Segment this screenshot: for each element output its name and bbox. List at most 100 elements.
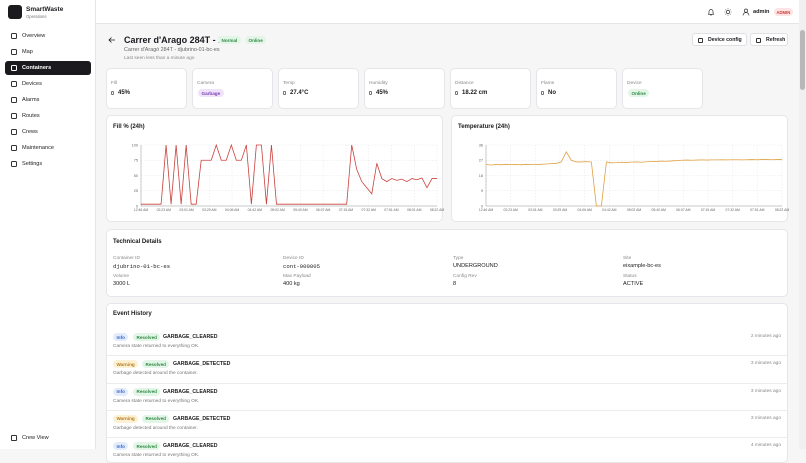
y-tick-label: 0: [481, 204, 483, 208]
bell-icon[interactable]: [707, 8, 715, 16]
stat-label: Camera: [197, 81, 215, 86]
topbar: [96, 0, 799, 24]
field-label: Max Payload: [283, 274, 311, 279]
x-tick-label: 07:51 AM: [384, 208, 399, 212]
x-tick-label: 05:02 AM: [627, 208, 642, 212]
stat-card: Fill 45%: [106, 68, 187, 109]
status-badge: Normal: [218, 36, 241, 44]
nav-item[interactable]: Map: [5, 45, 91, 59]
user-name: admin: [753, 9, 770, 15]
x-tick-label: 04:42 AM: [602, 208, 617, 212]
separator: [107, 437, 787, 439]
event-time: 4 minutes ago: [750, 443, 781, 449]
stat-icon: [369, 91, 372, 95]
nav-label: Devices: [22, 80, 42, 87]
chart-card: Temperature (24h) 0 9 18 27 36 12:46 AM 02:23 A…: [451, 115, 789, 222]
nav-item[interactable]: Containers: [5, 61, 91, 75]
event-description: Camera state returned to everything OK.: [113, 344, 200, 349]
nav-item[interactable]: Settings: [5, 157, 91, 171]
button-icon: [756, 37, 761, 43]
data-line: [485, 150, 782, 207]
stat-value: 45%: [376, 89, 389, 96]
sidebar: SmartWaste Operations Overview Map Container…: [0, 0, 96, 449]
nav-label: Maintenance: [22, 144, 55, 151]
crew-view[interactable]: Crew View: [5, 431, 91, 445]
event-description: Camera state returned to everything OK.: [113, 453, 200, 459]
y-tick-label: 25: [134, 189, 138, 193]
x-tick-label: 07:15 AM: [339, 208, 354, 212]
logo: [8, 5, 22, 19]
nav-item[interactable]: Overview: [5, 29, 91, 43]
event-description: Garbage detected around the container.: [113, 371, 198, 377]
stat-icon: [283, 91, 286, 95]
nav-icon: [11, 113, 17, 119]
stat-value: 45%: [118, 89, 131, 96]
technical-card: Technical Details Container ID djubrino-01…: [106, 229, 788, 297]
status-badge: Resolved: [133, 333, 161, 341]
nav-icon: [11, 65, 17, 71]
x-tick-label: 03:01 AM: [179, 208, 194, 212]
field-label: Config Rev: [453, 274, 477, 279]
nav-label: Overview: [22, 32, 46, 39]
nav-label: Crew View: [22, 434, 49, 441]
field-value: UNDERGROUND: [453, 263, 498, 269]
tagline: Operations: [26, 14, 47, 19]
action-button[interactable]: Refresh: [750, 33, 788, 46]
user-icon[interactable]: [742, 8, 750, 16]
separator: [107, 382, 787, 384]
x-tick-label: 07:51 AM: [750, 208, 765, 212]
x-tick-label: 06:07 AM: [316, 208, 331, 212]
event-code: GARBAGE_DETECTED: [173, 415, 231, 422]
theme-icon[interactable]: [724, 8, 732, 16]
stat-icon: [541, 91, 544, 95]
x-tick-label: 08:22 AM: [775, 208, 789, 212]
field-label: Device ID: [283, 256, 304, 261]
nav-icon: [11, 49, 17, 55]
x-tick-label: 07:32 AM: [726, 208, 741, 212]
level-badge: Info: [113, 387, 129, 396]
brand: SmartWaste: [26, 6, 64, 13]
x-tick-label: 05:40 AM: [652, 208, 667, 212]
y-tick-label: 0: [136, 204, 138, 208]
stat-card: Humidity 45%: [364, 68, 445, 109]
status-badge: Resolved: [142, 414, 170, 423]
scroll-thumb[interactable]: [800, 30, 805, 90]
back-arrow[interactable]: [108, 36, 116, 44]
separator: [107, 355, 787, 357]
stat-label: Humidity: [369, 81, 388, 86]
role-badge: ADMIN: [774, 8, 793, 16]
nav-item[interactable]: Maintenance: [5, 141, 91, 155]
stat-badge: Garbage: [198, 89, 224, 97]
x-tick-label: 07:32 AM: [362, 208, 377, 212]
field-value: 400 kg: [283, 281, 300, 287]
nav-item[interactable]: Devices: [5, 77, 91, 91]
nav-icon: [11, 97, 17, 103]
nav-icon: [11, 145, 17, 151]
x-tick-label: 04:06 AM: [578, 208, 593, 212]
nav-item[interactable]: Alarms: [5, 93, 91, 107]
x-tick-label: 07:15 AM: [701, 208, 716, 212]
x-tick-label: 05:40 AM: [293, 208, 308, 212]
nav-label: Routes: [22, 112, 40, 119]
button-label: Refresh: [766, 37, 786, 43]
y-tick-label: 36: [479, 143, 483, 147]
event-code: GARBAGE_DETECTED: [173, 361, 231, 368]
page-title: Carrer d'Arago 284T - 1: [124, 35, 224, 45]
event-code: GARBAGE_CLEARED: [163, 334, 218, 340]
field-value: djubrino-01-bc-es: [113, 263, 171, 270]
stat-icon: [111, 91, 114, 95]
field-label: Status: [623, 274, 637, 279]
y-tick-label: 18: [479, 174, 483, 178]
field-value: 8: [453, 281, 457, 287]
action-button[interactable]: Device config: [692, 33, 747, 46]
button-label: Device config: [708, 37, 742, 43]
stat-value: 27.4°C: [290, 89, 309, 96]
nav-item[interactable]: Routes: [5, 109, 91, 123]
stat-card: Device Online: [622, 68, 703, 109]
event-time: 3 minutes ago: [750, 388, 781, 394]
nav-item[interactable]: Crews: [5, 125, 91, 139]
stat-card: Distance 18.22 cm: [450, 68, 531, 109]
subtitle: Carrer d'Aragó 284T - djubrino-01-bc-es: [124, 47, 220, 53]
chart: 0 9 18 27 36 12:46 AM 02:23 AM 03:01 AM 03:29 AM…: [479, 143, 789, 212]
